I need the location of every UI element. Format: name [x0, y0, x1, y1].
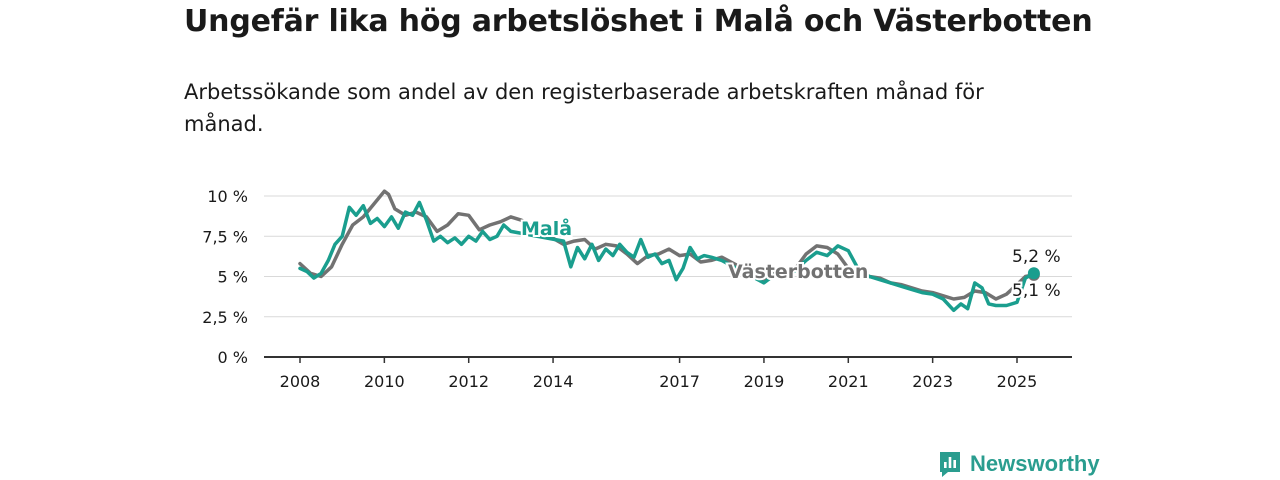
chart-labels: Västerbotten Malå 5,2 % 5,1 % [519, 214, 1063, 303]
series-line-vasterbotten [298, 189, 1036, 301]
y-axis: 0 % 2,5 % 5 % 7,5 % 10 % [202, 187, 248, 367]
newsworthy-logo-icon [940, 452, 960, 477]
chart-series [298, 189, 1040, 313]
brand: Newsworthy [938, 448, 1100, 480]
x-tick-label: 2014 [533, 372, 574, 391]
x-tick-label: 2010 [364, 372, 405, 391]
x-tick-label: 2008 [280, 372, 321, 391]
chart-grid [264, 195, 1072, 318]
x-tick-label: 2023 [912, 372, 953, 391]
chart-title: Ungefär lika hög arbetslöshet i Malå och… [184, 4, 1093, 39]
x-tick-label: 2017 [659, 372, 700, 391]
series-line-mala [298, 200, 1036, 313]
end-label-mala: 5,2 % [1012, 247, 1061, 267]
x-tick-label: 2021 [828, 372, 869, 391]
y-tick-label: 5 % [218, 268, 248, 287]
y-tick-label: 7,5 % [202, 227, 248, 246]
y-tick-label: 10 % [207, 187, 248, 206]
y-tick-label: 2,5 % [202, 308, 248, 327]
end-label-vasterbotten: 5,1 % [1012, 281, 1061, 301]
series-label-vasterbotten: Västerbotten [728, 261, 868, 283]
series-label-mala: Malå [521, 216, 572, 240]
chart-subtitle: Arbetssökande som andel av den registerb… [184, 80, 984, 136]
x-tick-label: 2012 [448, 372, 489, 391]
x-tick-label: 2019 [744, 372, 785, 391]
end-point-mala [1027, 267, 1040, 280]
y-tick-label: 0 % [218, 348, 248, 367]
x-axis: 2008 2010 2012 2014 2017 2019 2021 2023 2025 [264, 356, 1072, 391]
brand-name: Newsworthy [970, 451, 1100, 476]
x-tick-label: 2025 [997, 372, 1038, 391]
